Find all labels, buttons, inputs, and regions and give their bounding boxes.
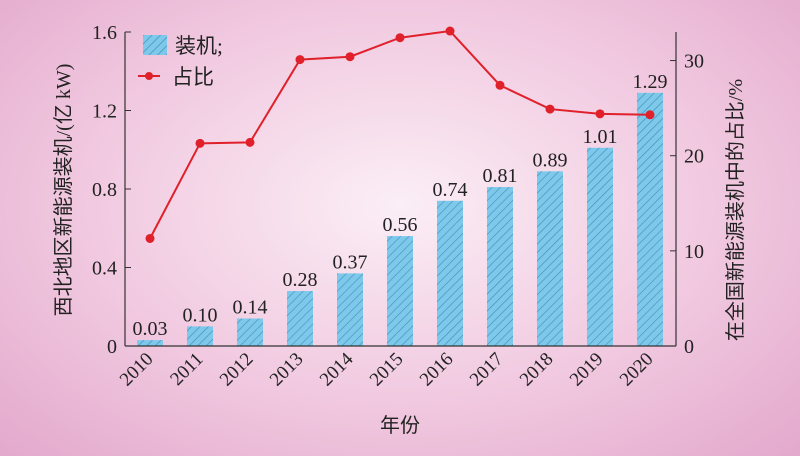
bar-value-label: 0.28 [283,269,318,291]
x-tick-label: 2019 [566,349,608,391]
bar-value-label: 0.74 [433,179,468,201]
x-tick-label: 2013 [266,349,308,391]
line-point-2015 [395,33,405,43]
bar-value-label: 0.37 [333,251,368,273]
x-tick-label: 2015 [366,349,408,391]
bar-2020 [637,92,663,347]
x-tick-label: 2012 [216,349,258,391]
legend-line-label: 占比 [172,65,214,89]
bar-value-label: 0.56 [383,214,418,236]
bar-2017 [487,187,513,346]
x-tick-label: 2010 [116,349,158,391]
bar-value-label: 0.81 [483,165,518,187]
y2-tick-label: 10 [684,241,704,263]
y2-tick-label: 20 [684,146,704,168]
line-point-2018 [545,104,555,114]
bar-value-label: 0.89 [533,149,568,171]
line-point-2010 [145,233,155,243]
bar-2012 [237,318,263,346]
line-point-2013 [295,55,305,65]
y-tick-label: 0.8 [92,179,117,201]
x-tick-label: 2016 [416,349,458,391]
y-tick-label: 0 [107,336,117,358]
y-tick-label: 1.2 [92,101,117,123]
y2-tick-label: 0 [684,336,694,358]
line-point-2016 [445,26,455,36]
bar-value-label: 0.14 [233,297,268,319]
y2-tick-label: 30 [684,51,704,73]
x-tick-label: 2011 [166,349,207,390]
line-point-2017 [495,80,505,90]
bar-2019 [587,147,613,346]
bar-value-label: 1.29 [633,71,668,93]
bar-value-label: 0.10 [183,304,218,326]
line-point-2020 [645,110,655,120]
y-tick-label: 1.6 [92,22,117,44]
x-axis-label: 年份 [380,414,420,437]
legend-bar-label: 装机; [175,34,223,58]
bar-2013 [287,291,313,346]
y2-axis-label: 在全国新能源装机中的占比/% [724,79,747,341]
x-tick-label: 2017 [466,349,508,391]
legend-line-marker [145,72,153,80]
y-axis-label: 西北地区新能源装机/(亿 kW) [52,64,75,317]
bar-2016 [437,200,463,346]
bar-2011 [187,326,213,346]
x-tick-label: 2018 [516,349,558,391]
x-tick-label: 2020 [616,349,658,391]
line-series [149,29,651,239]
bar-2010 [137,340,163,346]
bar-2015 [387,236,413,346]
line-point-2011 [195,138,205,148]
bar-2014 [337,273,363,346]
line-point-2019 [595,109,605,119]
bar-value-label: 0.03 [133,318,168,340]
y-tick-label: 0.4 [92,258,117,280]
line-point-2012 [245,137,255,147]
bar-2018 [537,171,563,346]
legend: 装机; 占比 [138,34,223,89]
line-point-2014 [345,52,355,62]
bar-value-label: 1.01 [583,126,618,148]
x-tick-label: 2014 [316,348,358,390]
legend-bar-swatch [143,35,167,55]
